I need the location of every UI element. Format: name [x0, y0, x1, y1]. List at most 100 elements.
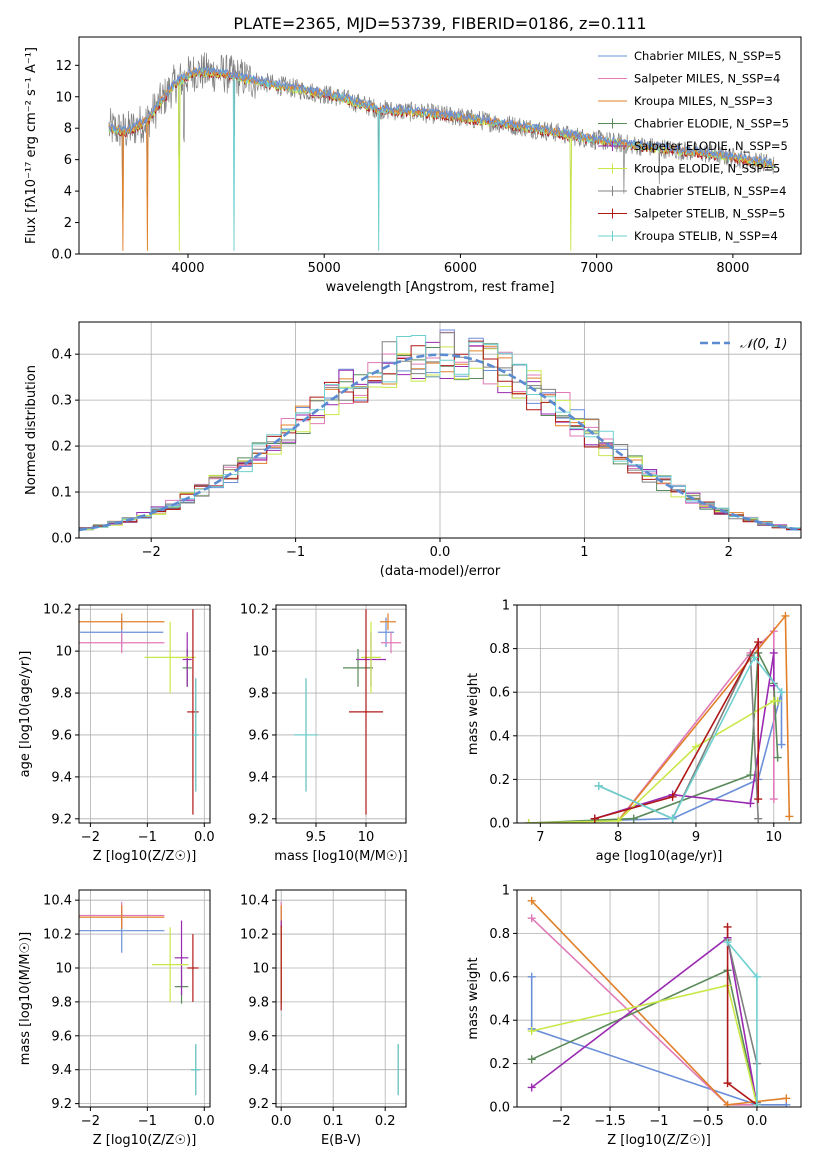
y-tick-label: 10.2	[43, 603, 72, 618]
weight-marker	[754, 795, 763, 804]
x-tick-label: 6000	[444, 261, 477, 276]
x-tick-label: 0.1	[323, 1114, 344, 1129]
x-tick-label: 0.0	[747, 1114, 768, 1129]
weight-marker	[527, 972, 536, 981]
y-tick-label: 9.2	[248, 812, 269, 827]
x-tick-label: −2	[81, 830, 100, 845]
axes-frame	[78, 36, 802, 255]
age-vs-metallicity-panel: −2 −1 0.0 9.2 9.4 9.6 9.8 10 10.2 Z [log10(Z/Z☉)]…	[18, 603, 215, 864]
y-axis-label: mass [log10(M/M☉)]	[18, 932, 33, 1065]
plot-area	[524, 611, 794, 823]
plot-area	[108, 52, 775, 251]
x-tick-label: 4000	[171, 261, 204, 276]
errorbar-point-salpeter-stelib	[187, 609, 199, 815]
y-axis-label: Flux [fλ10⁻¹⁷ erg cm⁻² s⁻¹ A⁻¹]	[24, 47, 39, 244]
y-axis-label: mass weight	[466, 673, 481, 755]
legend-entry: Salpeter ELODIE, N_SSP=5	[634, 139, 788, 153]
y-tick-label: 10	[252, 961, 269, 976]
errorbar-point-kroupa-elodie	[361, 621, 381, 694]
histogram-step-kroupa-stelib	[79, 335, 801, 530]
y-tick-label: 9.4	[51, 770, 72, 785]
weight-marker	[777, 688, 786, 697]
y-tick-label: 8	[64, 122, 72, 137]
axes-frame	[78, 321, 802, 539]
y-tick-label: 0.0	[489, 1101, 510, 1116]
errorbar-point-kroupa-miles	[380, 613, 396, 631]
weight-marker	[769, 795, 778, 804]
x-tick-label: 0.0	[194, 830, 215, 845]
mass-vs-metallicity-panel: −2 −1 0.0 9.2 9.4 9.6 9.8 10 10.2 10.4 Z [log10(Z/…	[18, 889, 215, 1148]
x-tick-label: 10	[358, 830, 375, 845]
weight-line-kroupa-elodie	[531, 984, 758, 1105]
y-tick-label: 9.2	[51, 1097, 72, 1112]
y-tick-label: 0.1	[51, 486, 72, 501]
y-tick-label: 0.8	[489, 927, 510, 942]
y-tick-label: 9.2	[51, 812, 72, 827]
errorbar-point-kroupa-elodie	[144, 621, 196, 694]
errorbar-point-salpeter-miles	[381, 632, 401, 654]
y-tick-label: 9.8	[51, 995, 72, 1010]
y-tick-label: 10	[55, 961, 72, 976]
legend-entry: Salpeter STELIB, N_SSP=5	[634, 207, 785, 221]
errorbar-point-salpeter-stelib	[187, 934, 199, 1002]
weight-line-salpeter-elodie	[531, 936, 758, 1105]
spectrum-legend: Chabrier MILES, N_SSP=5 Salpeter MILES, N…	[598, 49, 789, 243]
x-tick-label: 9	[692, 830, 700, 845]
x-tick-label: −2	[81, 1114, 100, 1129]
x-axis-label: wavelength [Angstrom, rest frame]	[326, 280, 555, 295]
y-axis-label: Normed distribution	[24, 365, 39, 495]
y-tick-label: 0.4	[51, 348, 72, 363]
errorbar-point-kroupa-stelib	[294, 678, 318, 792]
y-tick-label: 9.6	[248, 1029, 269, 1044]
weight-marker	[754, 814, 763, 823]
weight-marker	[668, 792, 677, 801]
plot-area	[79, 609, 199, 815]
y-tick-label: 0.6	[489, 970, 510, 985]
axes-frame	[78, 889, 211, 1108]
x-tick-label: 1	[580, 545, 588, 560]
weight-marker	[527, 914, 536, 923]
axis-ticks: 4000 5000 6000 7000 8000 0.0 2 4 6 8 10 12	[51, 59, 749, 276]
axes-frame	[275, 889, 407, 1108]
gridlines	[517, 889, 801, 1108]
x-tick-label: 5000	[308, 261, 341, 276]
legend-entry: Salpeter MILES, N_SSP=4	[634, 72, 780, 86]
weight-marker	[594, 781, 603, 790]
x-tick-label: −0.5	[692, 1114, 724, 1129]
errorbar-point-salpeter-elodie	[182, 632, 192, 687]
y-tick-label: 10.4	[43, 894, 72, 909]
legend-entry: 𝒩(0, 1)	[740, 337, 787, 352]
axis-ticks: −2 −1 0.0 9.2 9.4 9.6 9.8 10 10.2	[43, 603, 215, 845]
axis-ticks: −2 −1.5 −1 −0.5 0.0 0.0 0.2 0.4 0.6 0.8 1	[489, 884, 767, 1130]
weight-line-kroupa-stelib	[598, 655, 783, 820]
weight-line-chabrier-miles	[530, 976, 787, 1106]
weight-marker	[723, 1100, 732, 1107]
weight-line-kroupa-elodie	[528, 700, 778, 823]
weight-marker	[527, 1083, 536, 1092]
weight-marker	[524, 819, 533, 823]
chart-title: PLATE=2365, MJD=53739, FIBERID=0186, z=0…	[233, 14, 646, 33]
weight-marker	[752, 1100, 761, 1107]
normal-reference-curve	[79, 353, 801, 532]
weight-marker	[750, 653, 759, 662]
axes-frame	[516, 604, 802, 824]
y-tick-label: 10.2	[240, 603, 269, 618]
errorbar-point-kroupa-stelib	[191, 1044, 201, 1096]
y-tick-label: 9.6	[51, 728, 72, 743]
age-vs-mass-panel: 9.5 10 9.2 9.4 9.6 9.8 10 10.2 mass [log10(M/M☉)…	[240, 603, 408, 864]
x-tick-label: 0.0	[271, 1114, 292, 1129]
weight-marker	[590, 814, 599, 823]
x-tick-label: 2	[725, 545, 733, 560]
y-tick-label: 9.6	[51, 1029, 72, 1044]
weight-marker	[614, 816, 623, 823]
x-tick-label: −1	[649, 1114, 668, 1129]
y-tick-label: 10.2	[43, 928, 72, 943]
weight-marker	[746, 799, 755, 808]
legend-entry: Chabrier STELIB, N_SSP=4	[634, 184, 786, 198]
weight-marker	[691, 742, 700, 751]
errorbar-point-chabrier-elodie	[343, 649, 373, 687]
weight-marker	[746, 771, 755, 780]
errorbar-point-kroupa-miles	[79, 905, 165, 929]
y-tick-label: 10.4	[240, 894, 269, 909]
